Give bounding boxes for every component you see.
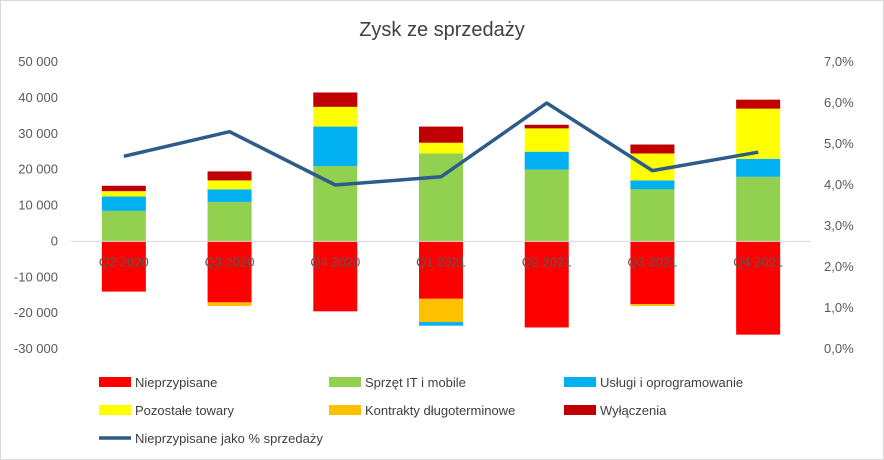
category-label: Q2 2020: [99, 254, 149, 269]
category-label: Q3 2021: [627, 254, 677, 269]
bar-segment: [736, 99, 781, 109]
legend-swatch: [564, 377, 596, 387]
bar-segment: [207, 201, 252, 242]
legend-label: Nieprzypisane jako % sprzedaży: [135, 431, 323, 446]
legend-swatch: [99, 405, 131, 415]
bar-segment: [524, 124, 569, 129]
y2-tick-label: 2,0%: [824, 259, 854, 274]
category-label: Q2 2021: [522, 254, 572, 269]
bar-segment: [207, 241, 252, 303]
bar-segment: [419, 142, 463, 154]
bar-segment: [207, 171, 252, 181]
bar-segment: [736, 241, 781, 335]
bar-segment: [524, 151, 569, 170]
y2-tick-label: 3,0%: [824, 218, 854, 233]
y-axis: -30 000 -20 000 -10 000 0 10 000 20 000 30 000…: [14, 54, 58, 356]
legend-label: Kontrakty długoterminowe: [365, 403, 515, 418]
bar-segment: [101, 210, 146, 242]
bar-segment: [419, 126, 463, 143]
bar-segment: [524, 128, 569, 152]
legend-label: Nieprzypisane: [135, 375, 217, 390]
y2-tick-label: 7,0%: [824, 54, 854, 69]
bar-segment: [101, 241, 146, 292]
y-tick-label: 50 000: [18, 54, 58, 69]
legend-swatch: [329, 405, 361, 415]
bar-segment: [313, 241, 358, 312]
bar-segment: [630, 304, 675, 306]
y-tick-label: -20 000: [14, 305, 58, 320]
bar-segment: [313, 106, 358, 127]
bar-segment: [101, 185, 146, 192]
legend-swatch: [329, 377, 361, 387]
y2-tick-label: 5,0%: [824, 136, 854, 151]
bar-segment: [736, 158, 781, 177]
legend-label: Pozostałe towary: [135, 403, 234, 418]
percent-line: [123, 101, 759, 187]
y-tick-label: 20 000: [18, 162, 58, 177]
bar-segment: [207, 302, 252, 306]
category-label: Q1 2021: [416, 254, 466, 269]
y2-tick-label: 1,0%: [824, 300, 854, 315]
bar-segment: [207, 189, 252, 202]
y-tick-label: 30 000: [18, 126, 58, 141]
y-tick-label: 10 000: [18, 198, 58, 213]
bar-segment: [101, 196, 146, 211]
bar-segment: [207, 180, 252, 190]
legend-label: Wyłączenia: [600, 403, 667, 418]
bar-segment: [630, 241, 675, 305]
category-label: Q3 2020: [205, 254, 255, 269]
bar-segment: [101, 191, 146, 197]
bars: [101, 92, 781, 335]
bar-segment: [736, 108, 781, 159]
bar-segment: [524, 241, 569, 328]
legend-label: Usługi i oprogramowanie: [600, 375, 743, 390]
bar-segment: [313, 126, 358, 167]
y2-tick-label: 0,0%: [824, 341, 854, 356]
bar-segment: [524, 169, 569, 242]
category-label: Q4 2021: [733, 254, 783, 269]
y2-tick-label: 4,0%: [824, 177, 854, 192]
category-label: Q4 2020: [310, 254, 360, 269]
legend-swatch: [99, 377, 131, 387]
legend-label: Sprzęt IT i mobile: [365, 375, 466, 390]
bar-segment: [419, 241, 463, 299]
y-tick-label: 40 000: [18, 90, 58, 105]
legend: Nieprzypisane Sprzęt IT i mobile Usługi i …: [99, 375, 743, 446]
y-tick-label: 0: [51, 233, 58, 248]
bar-segment: [630, 144, 675, 154]
bar-segment: [630, 189, 675, 242]
chart-title: Zysk ze sprzedaży: [359, 19, 525, 41]
category-labels: Q2 2020 Q3 2020 Q4 2020 Q1 2021 Q2 2021 Q3 20…: [99, 254, 783, 269]
legend-swatch: [564, 405, 596, 415]
bar-segment: [736, 176, 781, 242]
y-tick-label: -30 000: [14, 341, 58, 356]
bar-segment: [419, 322, 463, 326]
bar-segment: [313, 92, 358, 107]
y2-tick-label: 6,0%: [824, 95, 854, 110]
y-tick-label: -10 000: [14, 269, 58, 284]
percent-line-layer: [123, 101, 759, 187]
y2-axis: 0,0% 1,0% 2,0% 3,0% 4,0% 5,0% 6,0% 7,0%: [824, 54, 854, 356]
bar-segment: [630, 180, 675, 190]
bar-segment: [419, 298, 463, 323]
